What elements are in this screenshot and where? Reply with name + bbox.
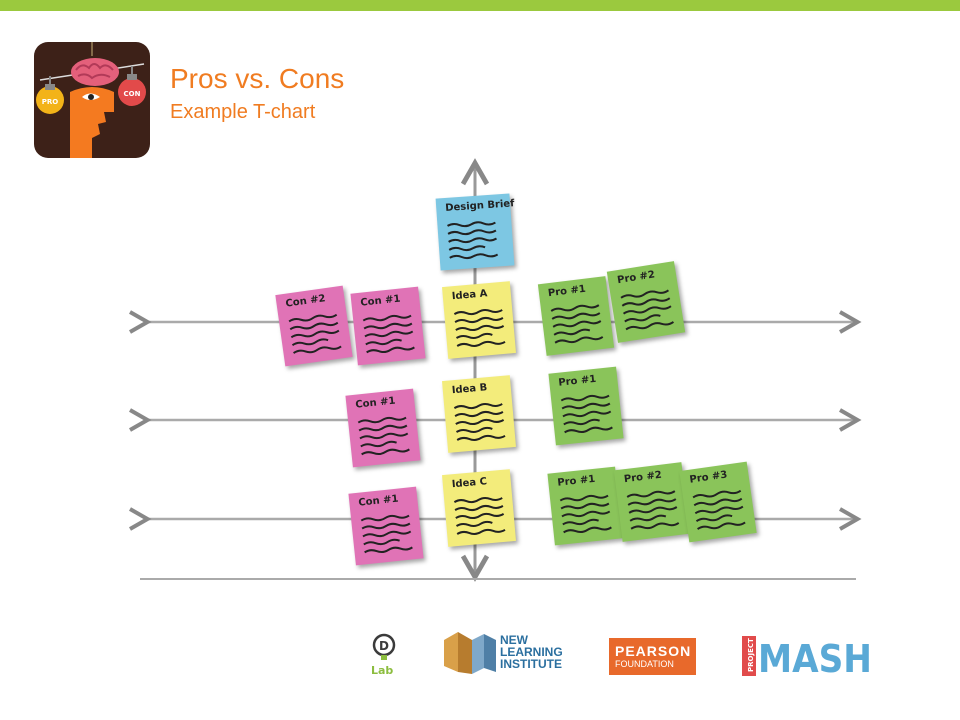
- mash-project-text: PROJECT: [747, 638, 755, 672]
- note-scribble: [357, 416, 410, 456]
- note-row3-pro-a: Pro #1: [547, 466, 623, 546]
- note-scribble: [620, 289, 675, 331]
- foundation-text: FOUNDATION: [615, 659, 674, 669]
- nli-line-3: INSTITUTE: [500, 657, 562, 671]
- nli-line-2: LEARNING: [500, 645, 563, 659]
- note-row1-idea: Idea A: [441, 281, 517, 359]
- note-label: Idea C: [451, 476, 488, 491]
- note-label: Pro #1: [547, 283, 587, 300]
- nli-wordmark: NEW LEARNING INSTITUTE: [500, 634, 563, 670]
- note-scribble: [360, 514, 413, 554]
- page-title: Pros vs. Cons: [170, 63, 345, 94]
- pearson-foundation-logo: PEARSON FOUNDATION: [609, 638, 696, 675]
- note-label: Pro #2: [616, 269, 656, 287]
- note-scribble: [288, 313, 342, 354]
- note-scribble: [560, 394, 613, 434]
- svg-text:D: D: [379, 639, 389, 653]
- project-mash-logo: PROJECT MASH: [740, 630, 874, 681]
- note-label: Pro #1: [557, 373, 597, 389]
- note-label: Pro #2: [623, 469, 663, 486]
- note-scribble: [446, 221, 499, 260]
- note-row2-idea: Idea B: [441, 375, 517, 453]
- note-row1-con-b: Con #1: [350, 286, 426, 366]
- note-scribble: [692, 489, 746, 530]
- note-design-brief: Design Brief: [435, 193, 515, 271]
- hero-pro-text: PRO: [42, 98, 59, 106]
- note-scribble: [550, 304, 604, 344]
- note-scribble: [626, 490, 680, 530]
- mash-text: MASH: [758, 637, 872, 680]
- note-label: Design Brief: [444, 198, 515, 215]
- dlab-logo: D Lab: [366, 630, 402, 680]
- nli-logo-mark: [444, 632, 496, 674]
- note-label: Con #2: [284, 293, 327, 310]
- pros-cons-illustration: PRO CON: [34, 42, 150, 158]
- dlab-text: Lab: [371, 664, 393, 677]
- note-row1-pro-a: Pro #1: [537, 276, 615, 356]
- page-subtitle: Example T-chart: [170, 101, 316, 123]
- note-row3-idea: Idea C: [441, 469, 517, 547]
- note-label: Con #1: [359, 293, 401, 309]
- note-label: Con #1: [357, 493, 399, 509]
- note-scribble: [453, 496, 506, 535]
- note-row3-pro-b: Pro #2: [613, 462, 691, 542]
- hero-con-text: CON: [124, 90, 141, 98]
- note-scribble: [362, 314, 415, 354]
- note-row2-pro: Pro #1: [548, 366, 624, 446]
- note-row3-pro-c: Pro #3: [679, 461, 757, 543]
- note-label: Con #1: [354, 395, 396, 411]
- note-scribble: [453, 402, 506, 441]
- note-row1-pro-b: Pro #2: [606, 261, 686, 343]
- note-label: Idea A: [451, 288, 488, 303]
- nli-line-1: NEW: [500, 633, 528, 647]
- note-row1-con-a: Con #2: [275, 285, 353, 367]
- pearson-text: PEARSON: [615, 643, 692, 659]
- note-row2-con: Con #1: [345, 388, 421, 468]
- note-row3-con: Con #1: [348, 486, 424, 566]
- note-label: Pro #1: [556, 473, 596, 489]
- top-accent-bar: [0, 0, 960, 11]
- note-label: Pro #3: [688, 469, 729, 486]
- note-scribble: [453, 308, 506, 347]
- note-scribble: [559, 494, 612, 534]
- note-label: Idea B: [451, 382, 488, 397]
